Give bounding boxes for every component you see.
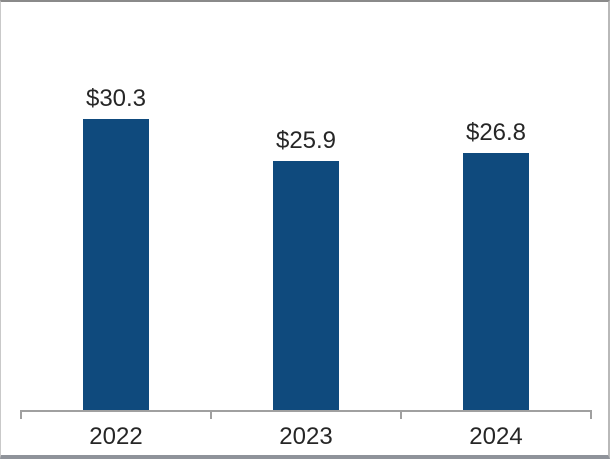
x-axis-tick-2 [400, 410, 402, 419]
value-label-2024: $26.8 [465, 119, 527, 146]
bar-2022 [83, 119, 149, 410]
x-axis-tick-1 [210, 410, 212, 419]
value-label-2023: $25.9 [275, 127, 337, 154]
x-axis-tick-0 [20, 410, 22, 419]
bar-2023 [273, 161, 339, 410]
value-label-2022: $30.3 [85, 85, 147, 112]
x-axis-tick-3 [590, 410, 592, 419]
category-label-2024: 2024 [469, 423, 523, 450]
category-label-2022: 2022 [89, 423, 143, 450]
bar-2024 [463, 153, 529, 410]
category-label-2023: 2023 [279, 423, 333, 450]
x-axis-line [21, 410, 591, 412]
